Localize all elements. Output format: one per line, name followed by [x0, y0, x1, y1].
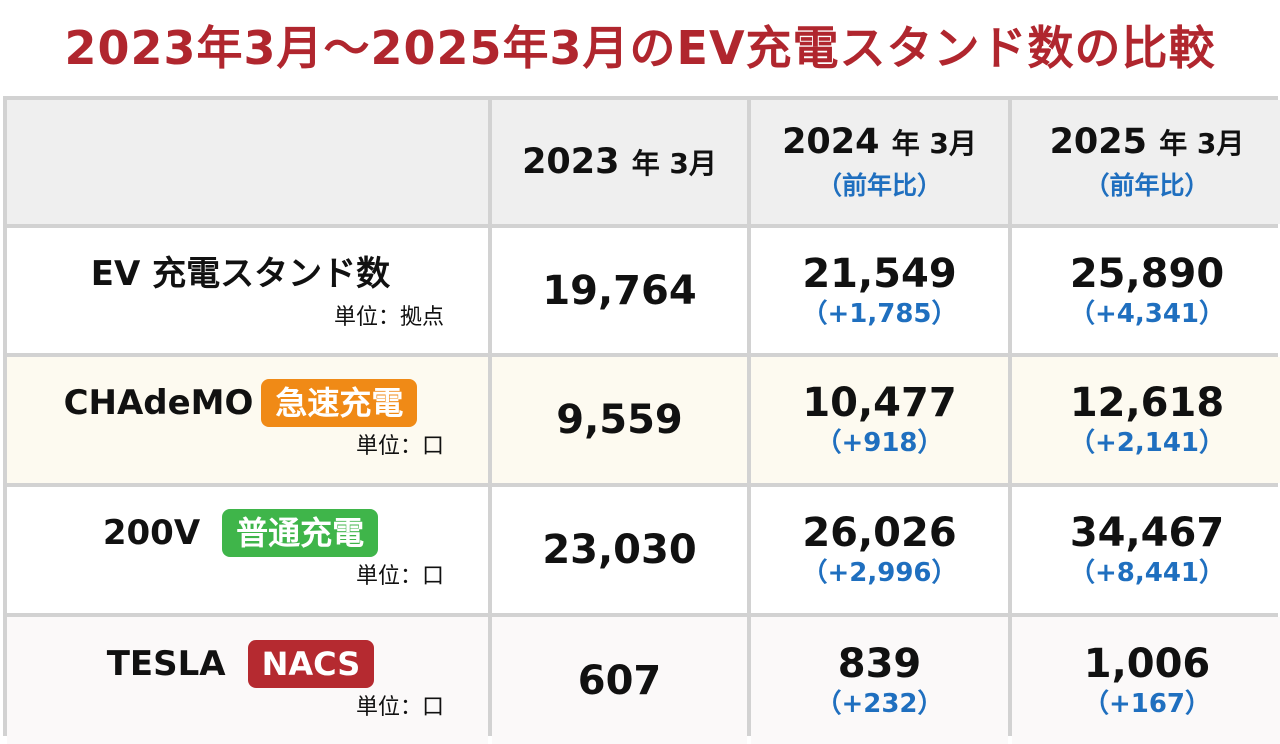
header-2024-suffix: 年 3月	[891, 127, 977, 160]
row-ev-2025-value: 25,890	[1069, 250, 1225, 297]
header-2025: 2025 年 3月 （前年比）	[1012, 100, 1280, 224]
comparison-table: 2023 年 3月 2024 年 3月 （前年比） 2025 年 3月 （前年比…	[3, 96, 1280, 744]
header-2025-suffix: 年 3月	[1159, 127, 1245, 160]
row-ev-2025-diff: （+4,341）	[1068, 298, 1226, 329]
header-empty-cell	[7, 100, 488, 224]
row-200v-2024-cell: 26,026 （+2,996）	[751, 487, 1008, 613]
row-ev-2024-diff: （+1,785）	[801, 298, 958, 329]
row-tesla-label-cell: TESLA NACS 単位：口	[7, 617, 488, 744]
row-chademo-2025-cell: 12,618 （+2,141）	[1012, 357, 1280, 483]
row-chademo-2023-value: 9,559	[556, 397, 683, 443]
row-tesla-2025-diff: （+167）	[1082, 688, 1212, 719]
header-2023: 2023 年 3月	[492, 100, 747, 224]
row-200v-label-text: 200V	[102, 513, 201, 553]
row-ev-label-text: EV 充電スタンド数	[90, 253, 391, 294]
row-200v-2025-cell: 34,467 （+8,441）	[1012, 487, 1280, 613]
header-2023-year: 2023	[522, 142, 620, 182]
row-chademo-2024-diff: （+918）	[815, 428, 944, 458]
row-tesla-label: TESLA NACS	[37, 639, 444, 689]
header-2024-sub: （前年比）	[816, 171, 942, 200]
header-2025-label: 2025 年 3月	[1050, 122, 1245, 162]
page-title: 2023年3月〜2025年3月のEV充電スタンド数の比較	[64, 21, 1216, 75]
header-2024-year: 2024	[782, 122, 880, 162]
row-tesla-unit: 単位：口	[355, 694, 444, 720]
header-2025-year: 2025	[1049, 122, 1147, 162]
row-200v-2025-diff: （+8,441）	[1068, 558, 1226, 588]
row-ev-label-cell: EV 充電スタンド数 単位：拠点	[7, 228, 488, 353]
row-tesla-2023-value: 607	[577, 657, 662, 704]
row-200v-unit: 単位：口	[355, 564, 444, 589]
row-ev-2024-value: 21,549	[802, 250, 957, 297]
header-2023-suffix: 年 3月	[631, 147, 717, 180]
row-chademo-unit: 単位：口	[355, 434, 444, 459]
row-200v-label: 200V 普通充電	[37, 508, 444, 558]
row-chademo-label-cell: CHAdeMO 急速充電 単位：口	[7, 357, 488, 483]
row-200v-2025-value: 34,467	[1069, 510, 1225, 556]
row-tesla-2024-diff: （+232）	[815, 688, 944, 719]
row-chademo-2025-diff: （+2,141）	[1068, 428, 1226, 458]
row-ev-2023-cell: 19,764	[492, 228, 747, 353]
header-2023-label: 2023 年 3月	[522, 142, 717, 182]
quick-charge-badge: 急速充電	[261, 379, 418, 427]
header-2025-sub: （前年比）	[1084, 171, 1210, 200]
row-tesla-label-text: TESLA	[106, 643, 226, 684]
row-chademo-2024-cell: 10,477 （+918）	[751, 357, 1008, 483]
row-ev-unit: 単位：拠点	[333, 304, 444, 330]
row-200v-2023-value: 23,030	[542, 527, 697, 573]
nacs-badge: NACS	[247, 639, 375, 688]
row-ev-2023-value: 19,764	[542, 267, 697, 314]
row-chademo-label-text: CHAdeMO	[63, 383, 254, 423]
row-ev-label: EV 充電スタンド数	[37, 249, 444, 299]
row-chademo-label: CHAdeMO 急速充電	[37, 378, 444, 428]
row-chademo-2024-value: 10,477	[802, 380, 957, 426]
row-200v-2024-value: 26,026	[802, 510, 957, 556]
row-tesla-2024-value: 839	[837, 640, 922, 687]
row-chademo-2025-value: 12,618	[1069, 380, 1225, 426]
row-tesla-2025-cell: 1,006 （+167）	[1012, 617, 1280, 744]
header-2024: 2024 年 3月 （前年比）	[751, 100, 1008, 224]
header-2024-label: 2024 年 3月	[782, 122, 977, 162]
row-tesla-2023-cell: 607	[492, 617, 747, 744]
row-tesla-2024-cell: 839 （+232）	[751, 617, 1008, 744]
row-ev-2025-cell: 25,890 （+4,341）	[1012, 228, 1280, 353]
row-ev-2024-cell: 21,549 （+1,785）	[751, 228, 1008, 353]
row-200v-2024-diff: （+2,996）	[801, 558, 958, 588]
row-200v-2023-cell: 23,030	[492, 487, 747, 613]
row-200v-label-cell: 200V 普通充電 単位：口	[7, 487, 488, 613]
normal-charge-badge: 普通充電	[222, 509, 379, 557]
row-tesla-2025-value: 1,006	[1083, 640, 1211, 687]
row-chademo-2023-cell: 9,559	[492, 357, 747, 483]
